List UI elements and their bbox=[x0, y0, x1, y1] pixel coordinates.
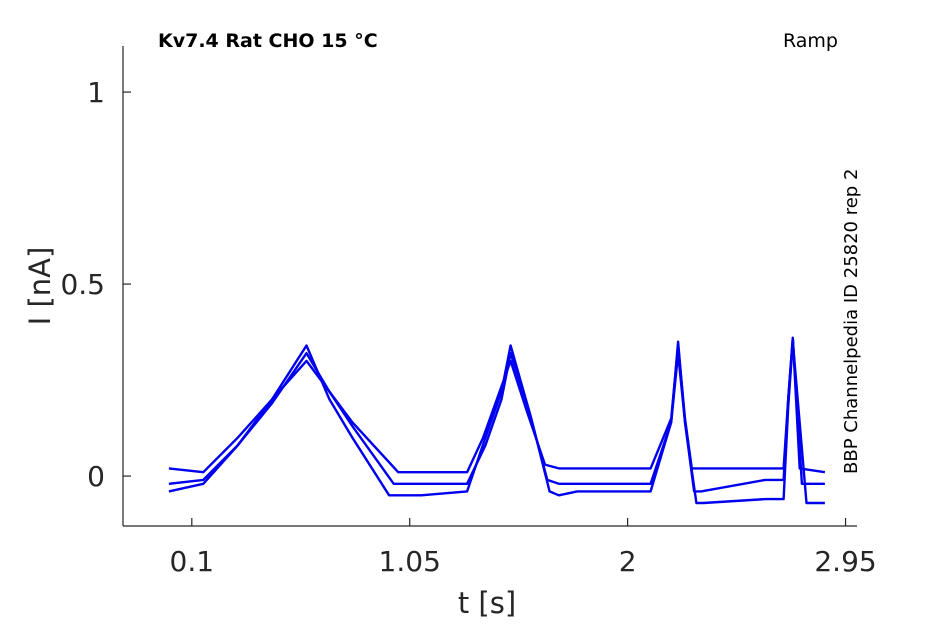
plot-area bbox=[168, 336, 826, 505]
source-label: BBP Channelpedia ID 25820 rep 2 bbox=[841, 169, 862, 474]
axes bbox=[122, 46, 857, 527]
y-axis-label: I [nA] bbox=[23, 247, 57, 326]
protocol-label: Ramp bbox=[783, 30, 838, 52]
x-tick-label: 2 bbox=[619, 545, 637, 578]
x-tick-label: 0.1 bbox=[170, 545, 215, 578]
series-line-2 bbox=[168, 336, 825, 493]
y-tick-label: 0.5 bbox=[60, 268, 105, 301]
x-tick-label: 1.05 bbox=[379, 545, 441, 578]
y-tick-label: 1 bbox=[87, 76, 105, 109]
x-axis-label: t [s] bbox=[458, 586, 516, 620]
x-tick-label: 2.95 bbox=[814, 545, 876, 578]
chart-title: Kv7.4 Rat CHO 15 °C bbox=[158, 30, 378, 52]
y-tick-label: 0 bbox=[87, 460, 105, 493]
series-line-3 bbox=[168, 340, 825, 505]
ticks: 0.1 1.05 2 2.95 0 0.5 1 bbox=[60, 76, 876, 578]
